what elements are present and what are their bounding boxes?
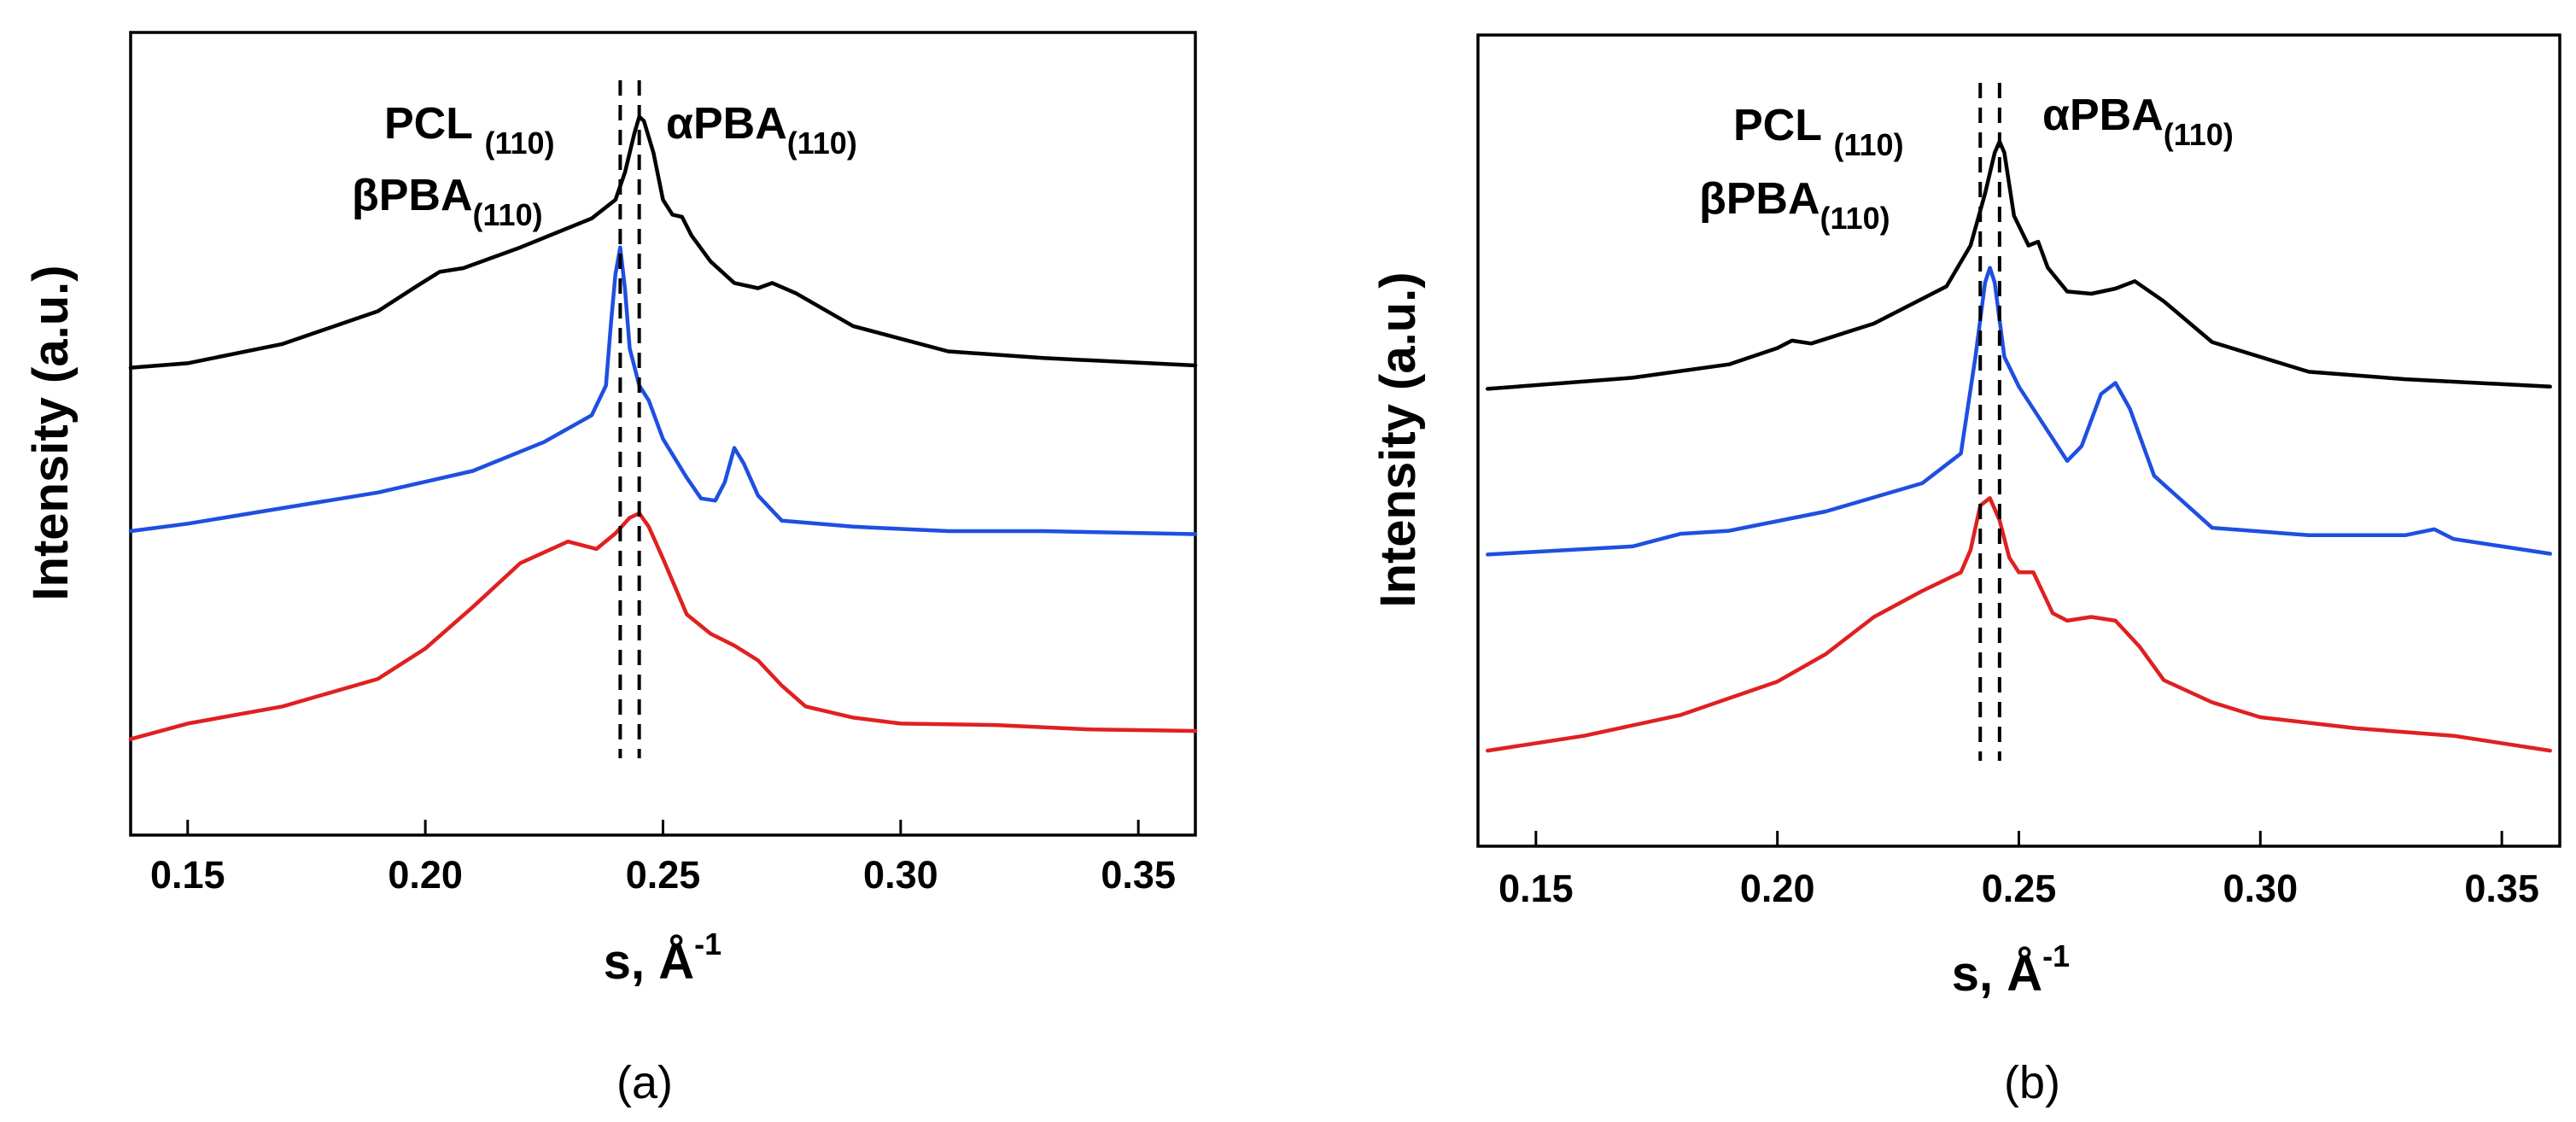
panel-a-alpha-pba-110-label: αPBA(110) (666, 99, 857, 161)
x-tick-label: 0.20 (1740, 867, 1815, 910)
panel-a-plot (128, 80, 1198, 758)
panel-a-y-axis-title: Intensity (a.u.) (23, 265, 79, 600)
panel-a-pcl-110-label: PCL (110) (384, 99, 555, 161)
x-tick-label: 0.15 (1498, 867, 1574, 910)
x-tick-label: 0.35 (1101, 853, 1176, 897)
panel-a-x-axis-title: s, Å-1 (604, 926, 721, 990)
series-red-line (1486, 496, 2552, 753)
panel-b-pcl-110-label: PCL (110) (1733, 101, 1904, 162)
x-tick-label: 0.30 (863, 853, 938, 897)
series-black-line (1486, 139, 2552, 391)
series-black-line (128, 114, 1198, 370)
panel-a-beta-pba-110-label: βPBA(110) (352, 171, 543, 232)
panel-b-beta-pba-110-label: βPBA(110) (1699, 174, 1890, 236)
panel-b-x-ticks: 0.15 0.20 0.25 0.30 0.35 (1498, 831, 2539, 910)
panel-a-label: (a) (616, 1057, 673, 1108)
x-tick-label: 0.15 (150, 853, 225, 897)
panel-a: 0.15 0.20 0.25 0.30 0.35 s, Å-1 Intensity (a… (23, 31, 1198, 1108)
panel-b-y-axis-title: Intensity (a.u.) (1370, 272, 1426, 607)
panel-b: 0.15 0.20 0.25 0.30 0.35 s, Å-1 Intensity (a… (1370, 33, 2561, 1108)
panel-b-label: (b) (2004, 1057, 2060, 1108)
series-red-line (128, 511, 1198, 741)
panel-a-x-ticks: 0.15 0.20 0.25 0.30 0.35 (150, 820, 1176, 897)
panel-b-plot (1486, 83, 2552, 761)
x-tick-label: 0.35 (2464, 867, 2539, 910)
panel-b-alpha-pba-110-label: αPBA(110) (2042, 91, 2234, 152)
x-tick-label: 0.20 (388, 853, 463, 897)
series-blue-line (128, 245, 1198, 536)
panel-b-x-axis-title: s, Å-1 (1952, 938, 2070, 1002)
series-blue-line (1486, 266, 2552, 557)
x-tick-label: 0.25 (626, 853, 701, 897)
x-tick-label: 0.30 (2223, 867, 2299, 910)
x-tick-label: 0.25 (1982, 867, 2057, 910)
